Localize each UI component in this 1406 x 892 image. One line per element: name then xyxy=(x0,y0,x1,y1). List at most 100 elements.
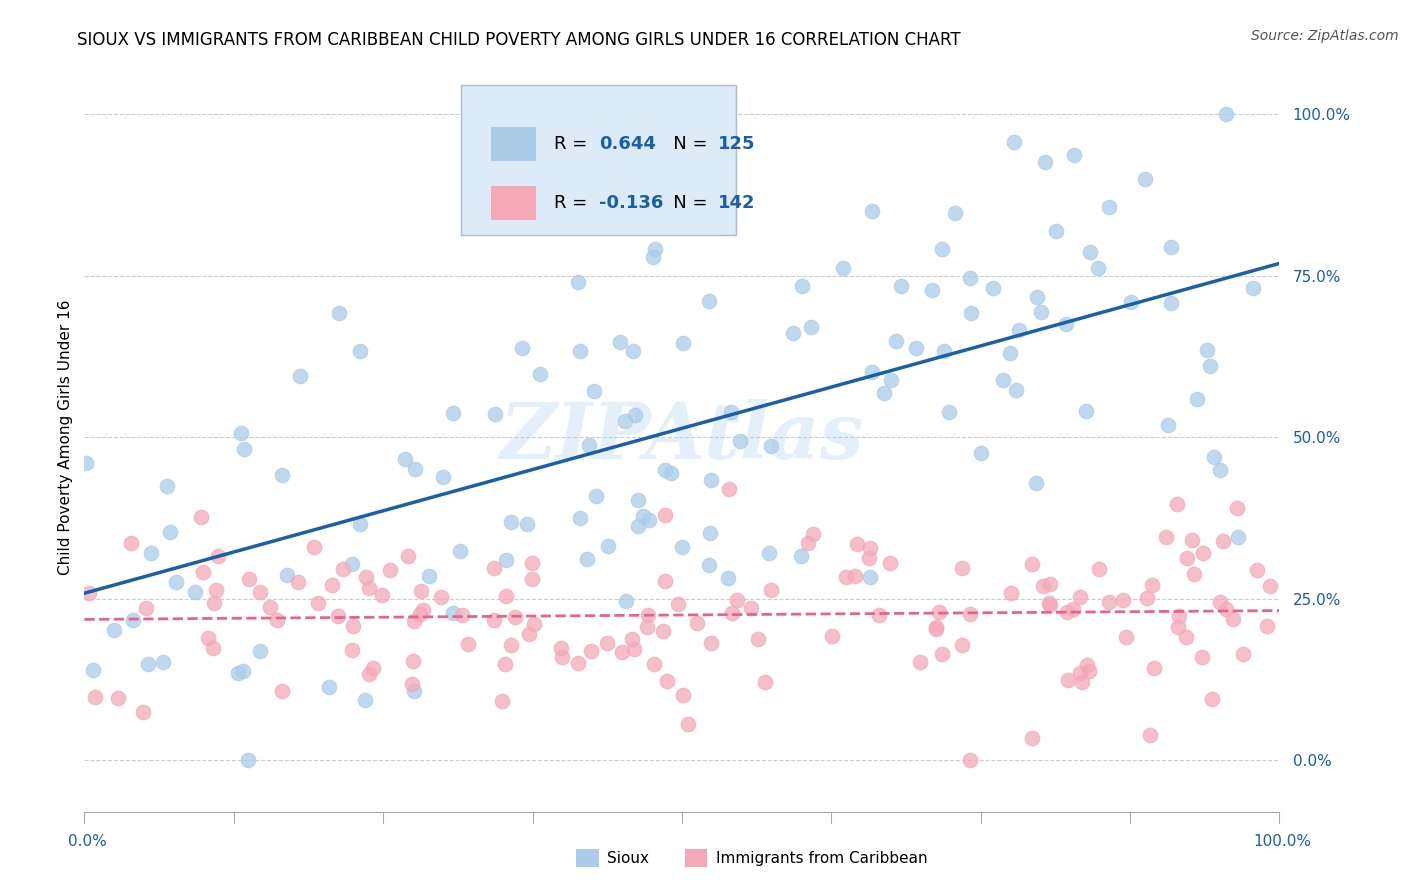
Point xyxy=(1241,281,1264,295)
Point xyxy=(643,657,665,672)
Point xyxy=(501,515,523,529)
Point xyxy=(569,511,592,525)
Point xyxy=(404,614,426,628)
Point xyxy=(721,606,744,620)
Point xyxy=(758,546,780,560)
Point xyxy=(672,688,695,702)
Point xyxy=(908,655,931,669)
Point xyxy=(510,341,533,355)
Point xyxy=(879,556,901,570)
Point xyxy=(1160,296,1182,310)
Point xyxy=(1032,579,1054,593)
Point xyxy=(238,572,260,586)
Point xyxy=(928,605,950,619)
Point xyxy=(676,717,699,731)
Point xyxy=(659,466,682,480)
Point xyxy=(495,553,517,567)
Point xyxy=(249,584,271,599)
Point xyxy=(402,654,425,668)
Point xyxy=(1077,664,1099,678)
Point xyxy=(259,600,281,615)
Point xyxy=(1062,602,1084,616)
Point xyxy=(441,406,464,420)
Point xyxy=(567,275,589,289)
Point xyxy=(288,369,311,384)
Point xyxy=(82,663,104,677)
Point xyxy=(457,637,479,651)
Text: 100.0%: 100.0% xyxy=(1253,834,1312,848)
Point xyxy=(412,603,434,617)
Point xyxy=(1021,731,1043,745)
Point xyxy=(578,437,600,451)
Text: Immigrants from Caribbean: Immigrants from Caribbean xyxy=(716,851,928,865)
Point xyxy=(461,218,484,232)
Point xyxy=(79,586,101,600)
Point xyxy=(361,661,384,675)
Point xyxy=(1202,450,1225,464)
Point xyxy=(1181,533,1204,547)
Point xyxy=(801,527,824,541)
Point xyxy=(401,677,423,691)
Point xyxy=(75,456,97,470)
Point xyxy=(135,600,157,615)
Point xyxy=(232,442,254,457)
Point xyxy=(1215,602,1237,616)
Point xyxy=(432,470,454,484)
FancyBboxPatch shape xyxy=(491,127,536,161)
Point xyxy=(614,594,637,608)
Point xyxy=(326,609,349,624)
Point xyxy=(1029,305,1052,319)
Point xyxy=(1054,318,1077,332)
Point xyxy=(623,642,645,657)
Point xyxy=(952,638,974,652)
Point xyxy=(700,473,723,487)
Point xyxy=(1025,475,1047,490)
Point xyxy=(1258,579,1281,593)
Point xyxy=(505,609,527,624)
Point xyxy=(307,596,329,610)
Point xyxy=(754,675,776,690)
Point xyxy=(529,367,551,381)
Point xyxy=(747,632,769,646)
Point xyxy=(1069,666,1091,681)
Point xyxy=(354,693,377,707)
Point xyxy=(443,606,465,620)
Point xyxy=(304,540,326,554)
Point xyxy=(451,608,474,623)
Point xyxy=(266,613,288,627)
Point xyxy=(761,582,783,597)
Point xyxy=(844,568,866,582)
Point xyxy=(1033,154,1056,169)
Point xyxy=(1000,586,1022,600)
Point xyxy=(1187,392,1209,406)
Point xyxy=(1191,650,1213,665)
Text: N =: N = xyxy=(655,194,713,212)
Point xyxy=(1063,148,1085,162)
Point xyxy=(641,250,664,264)
Point xyxy=(596,636,619,650)
Point xyxy=(1209,595,1232,609)
Point xyxy=(380,563,402,577)
Point xyxy=(938,405,960,419)
Point xyxy=(516,516,538,531)
Point xyxy=(720,405,742,419)
Point xyxy=(633,508,655,523)
Point xyxy=(1143,661,1166,675)
Point xyxy=(728,434,751,449)
Point xyxy=(1226,501,1249,516)
Point xyxy=(654,574,676,588)
Point xyxy=(697,293,720,308)
Point xyxy=(860,364,883,378)
Point xyxy=(686,615,709,630)
Text: R =: R = xyxy=(554,194,593,212)
Point xyxy=(517,627,540,641)
Point xyxy=(924,620,946,634)
Point xyxy=(637,513,659,527)
Point xyxy=(652,624,675,639)
Point xyxy=(1025,291,1047,305)
Y-axis label: Child Poverty Among Girls Under 16: Child Poverty Among Girls Under 16 xyxy=(58,300,73,574)
Point xyxy=(859,541,882,555)
Point xyxy=(725,593,748,607)
Point xyxy=(1098,595,1121,609)
Point xyxy=(183,584,205,599)
